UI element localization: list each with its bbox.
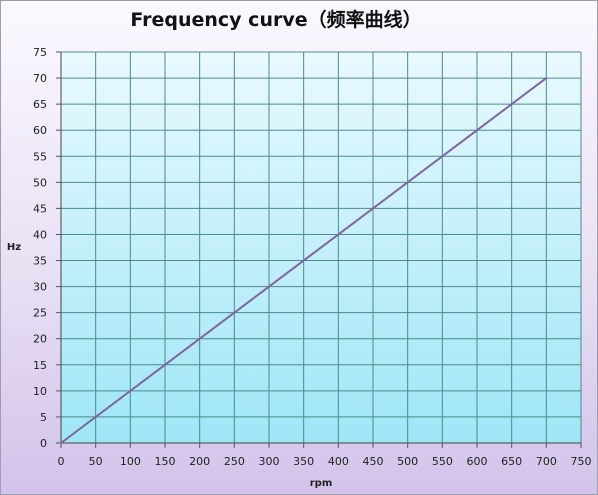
x-tick-label: 200 [189,455,210,468]
x-tick-label: 150 [155,455,176,468]
y-tick-label: 55 [33,150,47,163]
x-tick-label: 50 [89,455,103,468]
series-layer [60,77,548,444]
y-tick-label: 20 [33,333,47,346]
y-tick-label: 40 [33,228,47,241]
x-tick-label: 100 [120,455,141,468]
x-tick-label: 650 [501,455,522,468]
x-tick-label: 550 [432,455,453,468]
y-tick-label: 15 [33,359,47,372]
y-tick-label: 50 [33,176,47,189]
x-axis-label: rpm [310,478,333,489]
y-tick-label: 60 [33,124,47,137]
x-tick-label: 500 [397,455,418,468]
y-tick-label: 35 [33,255,47,268]
chart-title: Frequency curve（频率曲线） [130,8,421,31]
y-tick-label: 45 [33,202,47,215]
series-line [60,77,548,444]
x-tick-label: 250 [224,455,245,468]
y-tick-label: 10 [33,385,47,398]
y-tick-label: 65 [33,98,47,111]
x-tick-label: 700 [536,455,557,468]
x-tick-label: 0 [58,455,65,468]
x-tick-label: 600 [467,455,488,468]
x-tick-label: 450 [363,455,384,468]
x-tick-label: 300 [259,455,280,468]
x-tick-label: 400 [328,455,349,468]
grid [60,51,582,444]
y-tick-label: 75 [33,46,47,59]
y-axis-label: Hz [7,242,21,253]
y-tick-label: 70 [33,72,47,85]
x-tick-label: 750 [571,455,592,468]
y-tick-label: 25 [33,307,47,320]
y-tick-label: 0 [40,437,47,450]
x-tick-label: 350 [293,455,314,468]
y-tick-label: 30 [33,281,47,294]
y-tick-label: 5 [40,411,47,424]
